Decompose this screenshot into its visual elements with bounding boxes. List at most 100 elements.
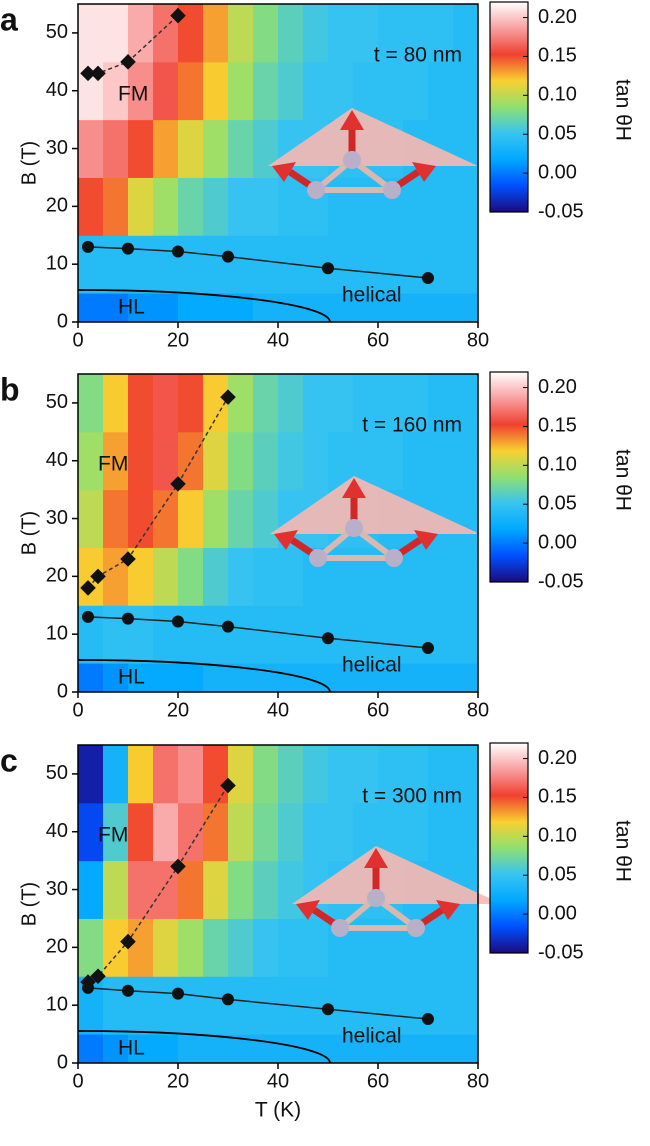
helical-point <box>222 993 234 1006</box>
heat-cell <box>278 547 304 606</box>
heat-cell <box>203 976 229 1035</box>
heat-cell <box>353 1034 379 1064</box>
colorbar-tick-label: -0.05 <box>538 570 584 592</box>
heat-cell <box>253 802 279 862</box>
heat-cell <box>178 802 204 862</box>
x-tick-label: 40 <box>267 329 289 351</box>
heat-cell <box>203 4 229 63</box>
heat-cell <box>203 547 229 606</box>
colorbar-tick-label: 0.00 <box>538 531 577 553</box>
heat-cell <box>328 1034 354 1064</box>
heat-cell <box>153 547 179 606</box>
heat-cell <box>103 860 129 919</box>
heat-cell <box>403 4 429 63</box>
heat-cell <box>228 802 254 862</box>
region-label: helical <box>342 654 402 677</box>
colorbar-tick-label: 0.20 <box>538 6 577 28</box>
heat-cell <box>78 745 104 804</box>
heat-cell <box>128 745 154 804</box>
x-tick-label: 20 <box>167 329 189 351</box>
heat-cell <box>403 802 429 862</box>
x-tick-label: 0 <box>72 699 83 721</box>
heat-cell <box>253 489 279 548</box>
helical-point <box>122 984 134 997</box>
heat-cell <box>128 293 154 323</box>
heat-cell <box>278 293 304 323</box>
heat-cell <box>453 745 479 804</box>
heat-cell <box>378 663 404 693</box>
heat-cell <box>428 61 454 121</box>
heat-cell <box>128 802 154 862</box>
heat-cell <box>278 1034 304 1064</box>
heat-cell <box>453 605 479 664</box>
heat-cell <box>178 61 204 121</box>
helical-boundary-line <box>87 616 429 649</box>
heat-cell <box>328 663 354 693</box>
heat-cell <box>203 745 229 804</box>
colorbar <box>489 371 529 583</box>
colorbar <box>489 1 529 213</box>
heat-cell <box>153 61 179 121</box>
heat-cell <box>253 61 279 121</box>
helical-point <box>122 242 134 255</box>
heat-cell <box>153 745 179 804</box>
heat-cell <box>178 293 204 323</box>
heat-cell <box>153 235 179 294</box>
helical-point <box>82 610 94 623</box>
heat-cell <box>328 802 354 862</box>
heat-cell <box>428 431 454 491</box>
heat-cell <box>378 4 404 63</box>
heat-cell <box>228 860 254 919</box>
heat-cell <box>153 489 179 548</box>
heat-cell <box>453 976 479 1035</box>
colorbar-tick-label: 0.00 <box>538 161 577 183</box>
y-tick-label: 10 <box>46 993 68 1015</box>
helical-point <box>222 620 234 633</box>
heat-cell <box>353 976 379 1035</box>
y-tick-label: 50 <box>46 762 68 784</box>
heat-cell <box>403 605 429 664</box>
y-tick-label: 30 <box>46 878 68 900</box>
y-tick-label: 0 <box>57 310 68 332</box>
heat-cell <box>303 374 329 433</box>
heat-cell <box>403 547 429 606</box>
heat-cell <box>128 918 154 977</box>
heat-cell <box>278 177 304 236</box>
heat-cell <box>453 235 479 294</box>
heat-cell <box>378 745 404 804</box>
fm-point <box>80 65 96 82</box>
helical-point <box>422 1013 434 1026</box>
heat-cell <box>303 918 329 977</box>
x-tick-label: 20 <box>167 1070 189 1092</box>
heat-cell <box>228 4 254 63</box>
heat-cell <box>428 745 454 804</box>
heat-cell <box>203 119 229 178</box>
heat-cell <box>228 605 254 664</box>
heat-cell <box>453 1034 479 1064</box>
heat-cell <box>153 293 179 323</box>
fm-point <box>220 389 236 405</box>
heat-cell <box>328 177 354 236</box>
heat-cell <box>203 663 229 693</box>
heat-cell <box>203 802 229 862</box>
colorbar-tick-label: 0.05 <box>538 493 577 515</box>
panel-letter: b <box>0 371 20 407</box>
heat-cell <box>353 177 379 236</box>
fm-point <box>90 65 106 82</box>
y-tick-label: 20 <box>46 565 68 587</box>
heat-cell <box>278 4 304 63</box>
heat-cell <box>228 431 254 491</box>
heat-cell <box>203 431 229 491</box>
y-tick-label: 30 <box>46 137 68 159</box>
colorbar-label: tan θH <box>611 820 634 882</box>
heat-cell <box>153 374 179 433</box>
y-tick-label: 40 <box>46 820 68 842</box>
heat-cell <box>453 918 479 977</box>
heat-cell <box>78 1034 104 1064</box>
heat-cell <box>403 663 429 693</box>
heat-cell <box>353 235 379 294</box>
heat-cell <box>428 663 454 693</box>
heat-cell <box>78 293 104 323</box>
hl-boundary <box>77 659 331 693</box>
heat-cell <box>278 61 304 121</box>
